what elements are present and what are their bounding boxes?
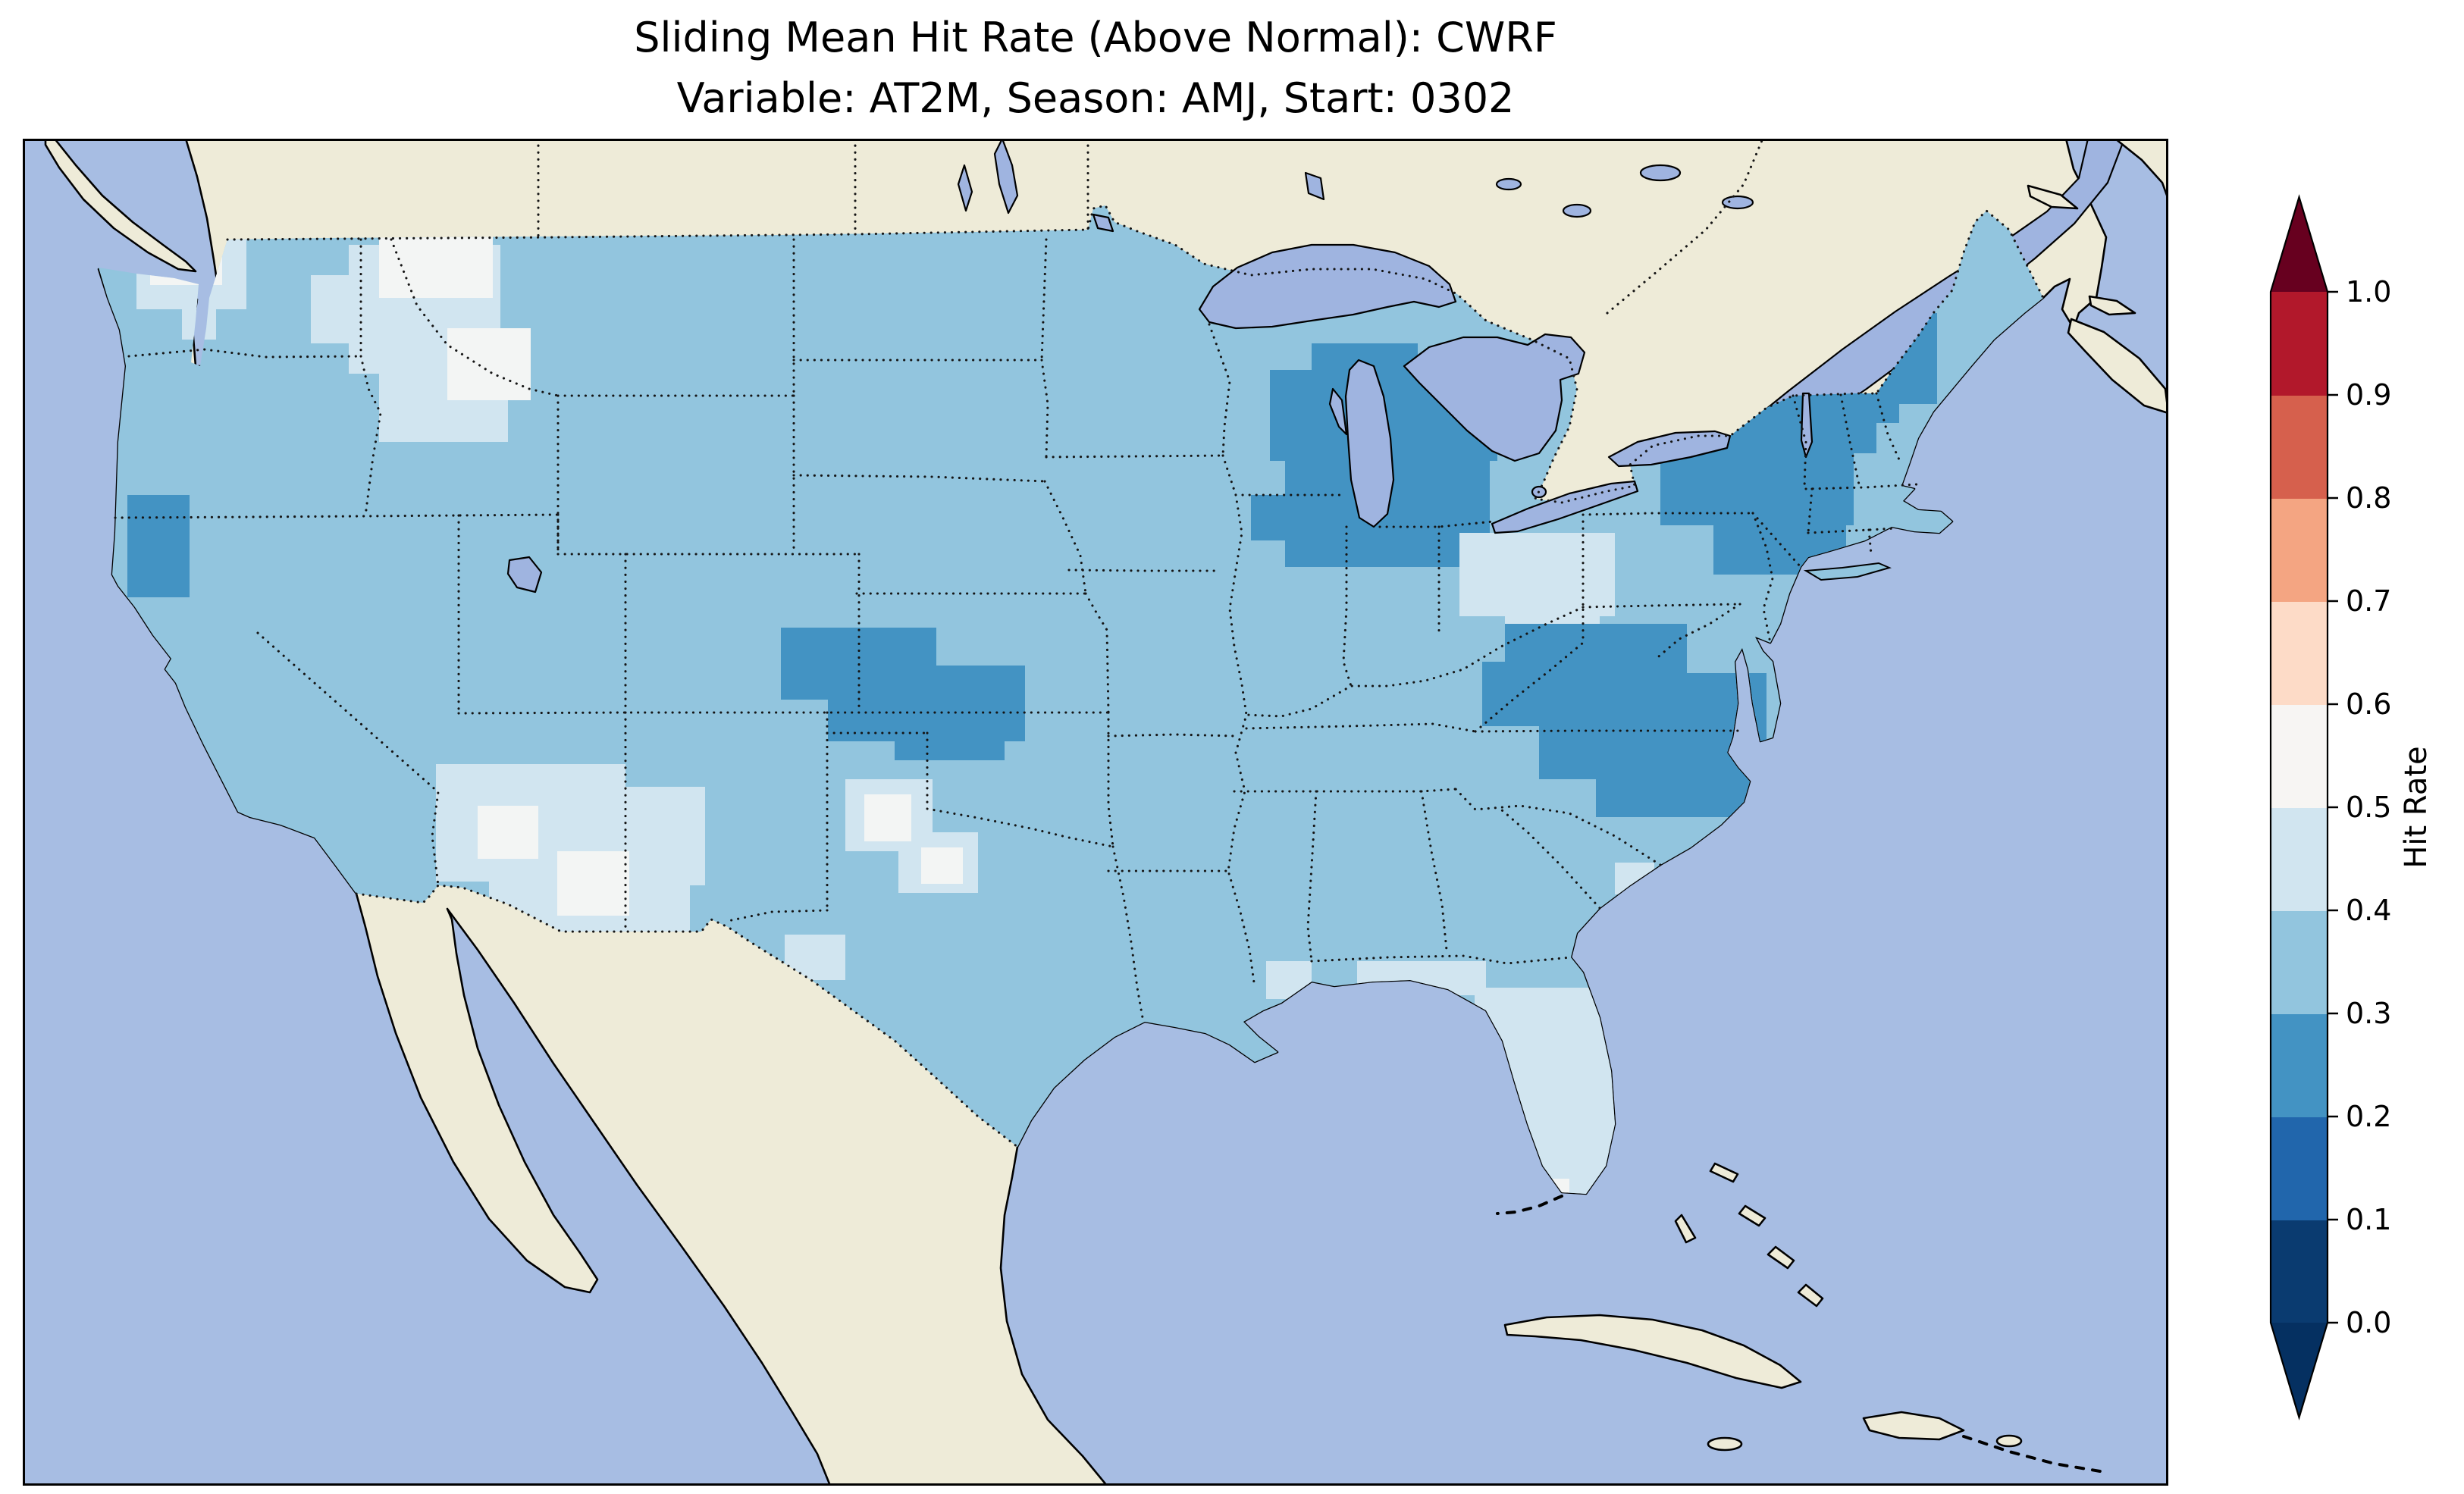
nova-scotia [2067, 318, 2168, 415]
great-lakes [506, 139, 1814, 594]
colorbar: 1.0 0.9 0.8 0.7 0.6 0.5 0.4 0.3 0.2 0.1 0.0 Hit Ra… [2237, 152, 2464, 1463]
green-bay [1328, 387, 1348, 436]
appalachia-virginia-dark [1482, 662, 1562, 726]
nebraska-kansas-dark [895, 719, 1005, 760]
bahamas-1 [1709, 1162, 1739, 1183]
colorbar-axis-label: Hit Rate [2399, 746, 2434, 868]
colorbar-under-arrow [2271, 1323, 2328, 1417]
texas-panhandle-white [864, 794, 911, 841]
great-salt-lake [506, 556, 543, 594]
quebec-lake-1 [1639, 164, 1682, 182]
conus-hit-rate-base [99, 205, 2043, 1194]
california-coast-dark [127, 495, 190, 597]
colorbar-segment [2271, 395, 2328, 499]
florida-keys [1496, 1195, 1563, 1215]
colorbar-tick-label: 0.1 [2346, 1203, 2391, 1236]
montana-white [379, 230, 493, 298]
colorbar-segment [2271, 1117, 2328, 1220]
map-border-frame [23, 139, 2168, 1486]
colorbar-tick-label: 1.0 [2346, 275, 2391, 309]
colorbar-tick-label: 0.9 [2346, 378, 2391, 412]
mexico-us-border [355, 884, 1019, 1148]
colorbar-tick-label: 0.5 [2346, 791, 2391, 824]
colorbar-segment [2271, 704, 2328, 808]
lake-of-the-woods [1092, 213, 1114, 233]
ontario-lake-1 [1562, 203, 1592, 218]
colorbar-canvas: 1.0 0.9 0.8 0.7 0.6 0.5 0.4 0.3 0.2 0.1 0.0 Hit Ra… [2269, 194, 2434, 1420]
colorbar-body: 1.0 0.9 0.8 0.7 0.6 0.5 0.4 0.3 0.2 0.1 0.0 [2269, 194, 2391, 1420]
lake-champlain [1800, 392, 1814, 459]
bahamas-4 [1797, 1283, 1824, 1308]
lake-michigan [1344, 359, 1395, 528]
figure-title: Sliding Mean Hit Rate (Above Normal): CW… [634, 14, 1557, 61]
colorbar-segment [2271, 498, 2328, 602]
arizona-new-mexico-white [478, 806, 538, 859]
colorbar-segment [2271, 601, 2328, 705]
vancouver-island [44, 139, 197, 273]
upper-midwest-dark [1251, 495, 1350, 540]
prince-edward-island [2088, 295, 2136, 316]
quebec-lake-2 [1721, 195, 1754, 210]
figure-subtitle: Variable: AT2M, Season: AMJ, Start: 0302 [676, 74, 1515, 122]
lake-nipigon [1304, 171, 1325, 201]
colorbar-segment [2271, 910, 2328, 1014]
figure-title-block: Sliding Mean Hit Rate (Above Normal): CW… [23, 8, 2168, 129]
lake-erie [1491, 480, 1639, 534]
texas-panhandle-white [921, 847, 963, 884]
ontario-lake-2 [1495, 177, 1522, 191]
lake-manitoba [957, 164, 973, 212]
montana-idaho-light [311, 275, 379, 343]
colorbar-over-arrow [2271, 197, 2328, 292]
arizona-new-mexico-white [557, 851, 629, 916]
andros-island [1674, 1214, 1697, 1244]
colorbar-segment [2271, 292, 2328, 396]
map-canvas [23, 139, 2168, 1486]
colorbar-tick-label: 0.7 [2346, 584, 2391, 618]
hispaniola [1862, 1411, 1965, 1441]
colorbar-tick-label: 0.8 [2346, 481, 2391, 515]
montana-white [447, 328, 531, 400]
long-island [1803, 562, 1892, 581]
anticosti-island [2027, 184, 2079, 210]
islands [1496, 1162, 2102, 1473]
colorbar-tick-label: 0.2 [2346, 1100, 2391, 1133]
lake-superior [1198, 243, 1457, 330]
colorbar-tick-label: 0.0 [2346, 1306, 2391, 1339]
bahamas-3 [1766, 1245, 1795, 1270]
map-axes [23, 139, 2168, 1486]
colorbar-segment [2271, 807, 2328, 911]
bahamas-2 [1738, 1204, 1766, 1227]
canada-us-border [226, 204, 2045, 504]
puerto-rico [1995, 1434, 2023, 1448]
colorbar-segment [2271, 1013, 2328, 1117]
lake-huron [1403, 333, 1586, 462]
cuba [1503, 1314, 1802, 1389]
newfoundland [2114, 139, 2168, 201]
colorbar-tick-label: 0.6 [2346, 687, 2391, 721]
lake-ontario [1607, 430, 1732, 468]
antilles-chain [1962, 1435, 2102, 1473]
colorbar-segment [2271, 1220, 2328, 1323]
state-boundaries [114, 139, 1918, 1023]
colorbar-tick-label: 0.4 [2346, 894, 2391, 927]
colorbar-tick-label: 0.3 [2346, 997, 2391, 1030]
lake-winnipeg [993, 139, 1019, 215]
jamaica [1707, 1436, 1743, 1452]
